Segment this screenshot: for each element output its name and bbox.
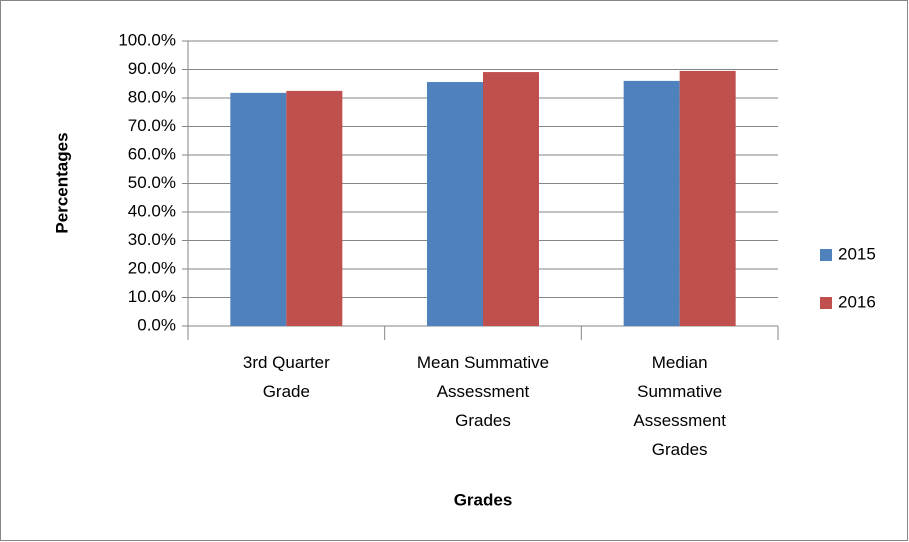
bar: [286, 90, 343, 326]
y-tick-label: 80.0%: [128, 87, 176, 106]
y-tick-label: 30.0%: [128, 230, 176, 249]
legend-label: 2016: [838, 292, 876, 311]
y-tick-label: 90.0%: [128, 59, 176, 78]
x-tick-label: Mean Summative Assessment Grades: [416, 353, 550, 430]
y-tick-label: 70.0%: [128, 116, 176, 135]
bar: [679, 70, 736, 326]
y-axis-title: Percentages: [52, 132, 71, 233]
x-tick-label: Median Summative Assessment Grades: [633, 353, 726, 459]
bar: [623, 80, 680, 327]
x-tick-label: 3rd Quarter Grade: [242, 353, 330, 401]
y-tick-label: 0.0%: [137, 315, 176, 334]
bar: [230, 92, 287, 327]
bar: [427, 82, 483, 326]
bar: [483, 72, 539, 326]
legend-label: 2015: [838, 244, 876, 263]
y-tick-label: 60.0%: [128, 144, 176, 163]
y-tick-label: 50.0%: [128, 173, 176, 192]
y-tick-label: 20.0%: [128, 258, 176, 277]
y-tick-label: 10.0%: [128, 287, 176, 306]
legend-swatch: [820, 249, 832, 261]
x-axis-title: Grades: [454, 490, 513, 509]
y-tick-label: 100.0%: [118, 30, 176, 49]
legend-swatch: [820, 297, 832, 309]
y-tick-label: 40.0%: [128, 201, 176, 220]
